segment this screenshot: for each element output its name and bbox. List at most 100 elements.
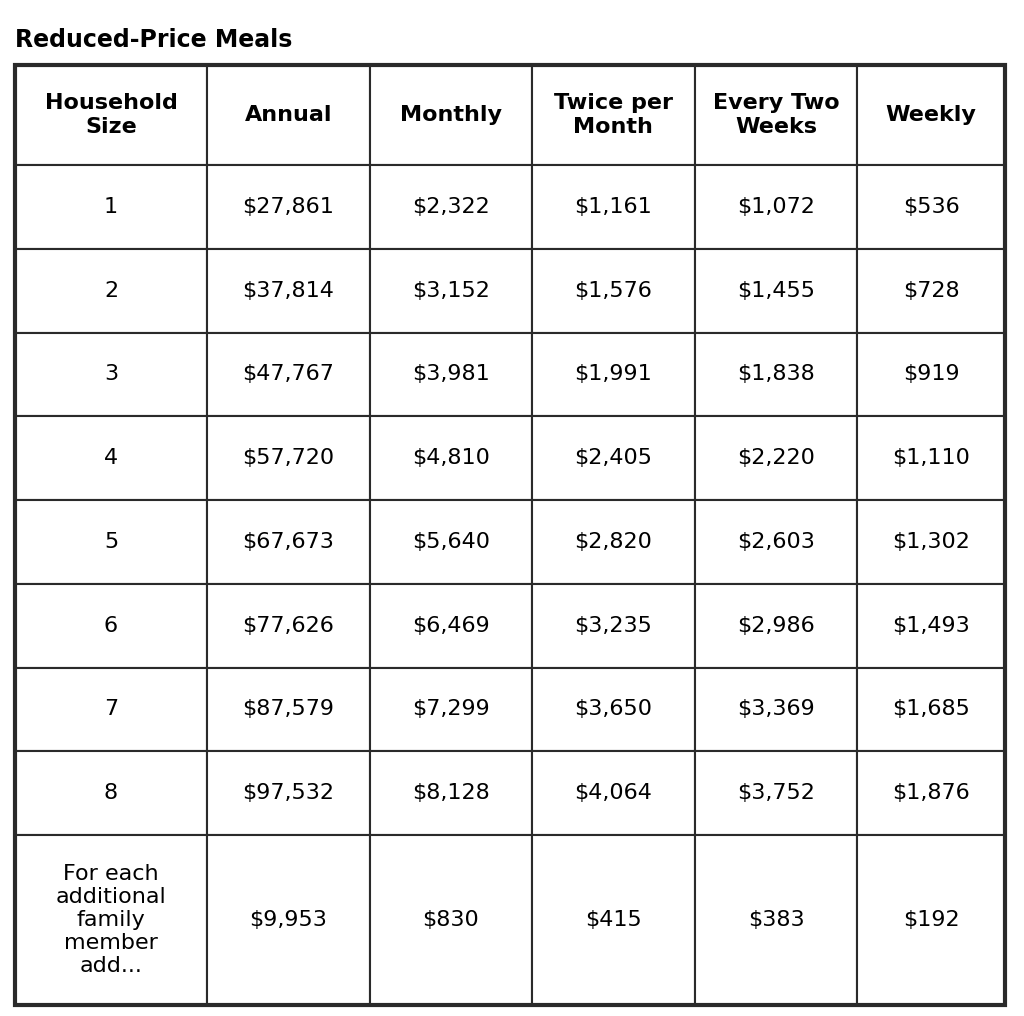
Text: $3,981: $3,981: [412, 365, 489, 384]
Text: $1,576: $1,576: [574, 280, 652, 301]
Bar: [857, 65, 1005, 165]
Bar: [370, 751, 532, 835]
Text: $1,876: $1,876: [892, 783, 970, 803]
Bar: [207, 500, 370, 584]
Bar: [15, 500, 207, 584]
Text: $3,369: $3,369: [737, 699, 815, 719]
Text: Reduced-Price Meals: Reduced-Price Meals: [15, 28, 293, 52]
Bar: [370, 332, 532, 417]
Bar: [15, 584, 207, 668]
Text: $1,455: $1,455: [737, 280, 815, 301]
Bar: [15, 751, 207, 835]
Text: $192: $192: [903, 910, 959, 930]
Text: $47,767: $47,767: [243, 365, 334, 384]
Text: 1: 1: [104, 197, 118, 216]
Text: $4,064: $4,064: [574, 783, 652, 803]
Bar: [857, 417, 1005, 500]
Bar: [857, 249, 1005, 332]
Text: $728: $728: [903, 280, 959, 301]
Text: $3,650: $3,650: [574, 699, 652, 719]
Text: $2,322: $2,322: [412, 197, 489, 216]
Text: 6: 6: [104, 616, 118, 636]
Text: $3,152: $3,152: [412, 280, 489, 301]
Bar: [857, 332, 1005, 417]
Bar: [207, 417, 370, 500]
Text: $1,161: $1,161: [574, 197, 652, 216]
Bar: [207, 65, 370, 165]
Bar: [532, 165, 694, 249]
Text: Every Two
Weeks: Every Two Weeks: [713, 93, 840, 136]
Bar: [857, 835, 1005, 1005]
Text: $2,603: $2,603: [737, 531, 815, 552]
Text: $2,405: $2,405: [574, 448, 652, 468]
Bar: [532, 332, 694, 417]
Bar: [532, 835, 694, 1005]
Bar: [15, 835, 207, 1005]
Text: $830: $830: [423, 910, 479, 930]
Text: $1,302: $1,302: [892, 531, 970, 552]
Bar: [370, 165, 532, 249]
Bar: [15, 65, 207, 165]
Text: $67,673: $67,673: [243, 531, 334, 552]
Bar: [207, 584, 370, 668]
Text: $415: $415: [585, 910, 642, 930]
Text: Monthly: Monthly: [400, 105, 502, 125]
Text: 3: 3: [104, 365, 118, 384]
Text: For each
additional
family
member
add...: For each additional family member add...: [55, 864, 167, 976]
Bar: [857, 751, 1005, 835]
Text: $2,820: $2,820: [574, 531, 652, 552]
Bar: [207, 835, 370, 1005]
Bar: [694, 332, 857, 417]
Bar: [15, 249, 207, 332]
Bar: [532, 751, 694, 835]
Bar: [857, 165, 1005, 249]
Text: $7,299: $7,299: [412, 699, 489, 719]
Bar: [694, 668, 857, 751]
Text: $4,810: $4,810: [412, 448, 489, 468]
Text: $2,986: $2,986: [737, 616, 815, 636]
Bar: [532, 65, 694, 165]
Text: 8: 8: [104, 783, 118, 803]
Text: 5: 5: [103, 531, 118, 552]
Bar: [370, 249, 532, 332]
Text: $1,493: $1,493: [892, 616, 970, 636]
Text: $5,640: $5,640: [412, 531, 489, 552]
Bar: [532, 584, 694, 668]
Bar: [694, 249, 857, 332]
Bar: [694, 835, 857, 1005]
Bar: [15, 332, 207, 417]
Text: $6,469: $6,469: [412, 616, 489, 636]
Text: $1,685: $1,685: [892, 699, 970, 719]
Text: 7: 7: [104, 699, 118, 719]
Bar: [15, 417, 207, 500]
Text: $9,953: $9,953: [250, 910, 328, 930]
Text: $3,235: $3,235: [574, 616, 652, 636]
Bar: [207, 165, 370, 249]
Bar: [694, 417, 857, 500]
Text: $97,532: $97,532: [243, 783, 335, 803]
Text: $57,720: $57,720: [243, 448, 335, 468]
Bar: [857, 500, 1005, 584]
Text: $8,128: $8,128: [412, 783, 489, 803]
Text: 4: 4: [104, 448, 118, 468]
Bar: [370, 65, 532, 165]
Bar: [532, 500, 694, 584]
Text: $919: $919: [903, 365, 959, 384]
Text: Weekly: Weekly: [886, 105, 977, 125]
Text: $383: $383: [748, 910, 804, 930]
Bar: [370, 417, 532, 500]
Bar: [694, 500, 857, 584]
Bar: [694, 751, 857, 835]
Text: $1,110: $1,110: [892, 448, 970, 468]
Text: $27,861: $27,861: [243, 197, 334, 216]
Bar: [207, 249, 370, 332]
Text: $536: $536: [903, 197, 959, 216]
Text: $3,752: $3,752: [737, 783, 815, 803]
Bar: [694, 65, 857, 165]
Text: Twice per
Month: Twice per Month: [554, 93, 673, 136]
Bar: [370, 668, 532, 751]
Bar: [370, 835, 532, 1005]
Text: $2,220: $2,220: [737, 448, 815, 468]
Bar: [857, 668, 1005, 751]
Bar: [207, 668, 370, 751]
